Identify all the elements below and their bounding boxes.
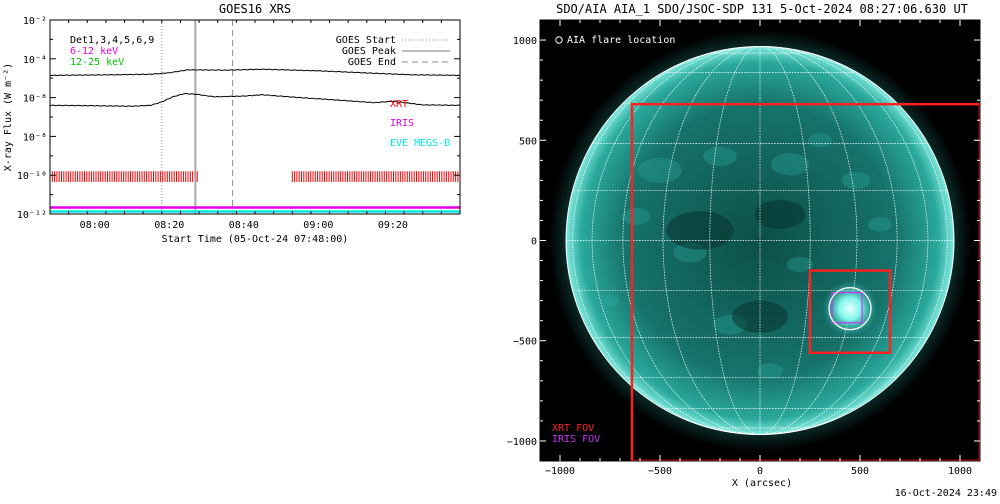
- goes-time-markers: [161, 20, 234, 214]
- aia-ytick-label: −500: [513, 337, 537, 348]
- goes-ytick-label: 10⁻²: [23, 16, 47, 27]
- instrument-label-xrt: XRT: [390, 99, 408, 110]
- goes-ylabel: X-ray Flux (W m⁻²): [3, 63, 14, 171]
- aia-xtick-label: 0: [757, 466, 763, 477]
- footer-timestamp: 16-Oct-2024 23:49: [895, 488, 997, 499]
- goes-series-line: [50, 92, 460, 108]
- goes-ytick-label: 10⁻⁴: [23, 55, 47, 66]
- goes-xtick-label: 08:00: [80, 220, 110, 231]
- aia-xtick-label: −1000: [545, 466, 575, 477]
- goes-series: [50, 68, 460, 108]
- aia-ytick-label: 0: [531, 237, 537, 248]
- solar-active-regions: [600, 133, 892, 379]
- active-region: [756, 363, 784, 379]
- heliographic-grid: [565, 46, 955, 435]
- active-region: [600, 295, 620, 307]
- active-region: [868, 217, 892, 232]
- aia-ytick-label: −1000: [507, 437, 537, 448]
- legend-goes-start: GOES Start: [336, 35, 396, 46]
- energy-label-2: 6-12 keV: [70, 46, 118, 57]
- aia-ytick-label: 500: [519, 136, 537, 147]
- aia-y-axis: 1000 500 0 −500 −1000: [507, 36, 980, 448]
- goes-xtick-label: 08:40: [229, 220, 259, 231]
- aia-xlabel: X (arcsec): [732, 478, 792, 489]
- legend-goes-end: GOES End: [348, 57, 396, 68]
- longitude-line: [591, 46, 761, 435]
- goes-xtick-label: 09:20: [378, 220, 408, 231]
- goes-y-axis: 10⁻¹² 10⁻¹⁰ 10⁻⁸ 10⁻⁶ 10⁻⁴ 10⁻²: [17, 16, 460, 221]
- instrument-label-iris: IRIS: [390, 118, 414, 129]
- xrt-coverage-bars: [49, 171, 459, 182]
- aia-legend-symbol: [555, 36, 563, 44]
- active-region: [770, 153, 810, 176]
- aia-image-panel: SDO/AIA AIA_1 SDO/JSOC-SDP 131 5-Oct-202…: [507, 2, 981, 489]
- longitude-line: [572, 46, 761, 435]
- goes-x-axis: 08:00 08:20 08:40 09:00 09:20: [49, 20, 461, 231]
- fov-label-xrt: XRT FOV: [552, 423, 594, 434]
- goes-series-line: [50, 68, 460, 77]
- goes-ytick-label: 10⁻¹²: [17, 210, 47, 221]
- legend-goes-peak: GOES Peak: [342, 46, 396, 57]
- aia-xtick-label: −500: [648, 466, 672, 477]
- aia-xtick-label: 500: [851, 466, 869, 477]
- goes-xlabel: Start Time (05-Oct-24 07:48:00): [162, 234, 349, 245]
- goes-xrs-panel: GOES16 XRS 10⁻¹² 10⁻¹⁰ 10⁻⁸ 10⁻⁶ 10⁻⁴ 10⁻² 08…: [3, 2, 461, 245]
- aia-ytick-label: 1000: [513, 36, 537, 47]
- longitude-line: [759, 46, 811, 435]
- flare-brightening: [822, 280, 878, 337]
- solar-limb: [565, 46, 955, 435]
- goes-ytick-label: 10⁻¹⁰: [17, 171, 47, 182]
- longitude-line: [759, 46, 898, 435]
- longitude-line: [622, 46, 761, 435]
- goes-ytick-label: 10⁻⁸: [23, 132, 47, 143]
- active-region: [621, 208, 651, 225]
- active-region: [786, 256, 814, 273]
- goes-title: GOES16 XRS: [219, 2, 291, 16]
- longitude-line: [709, 46, 761, 435]
- longitude-line: [759, 46, 929, 435]
- aia-x-axis: −1000 −500 0 500 1000: [545, 20, 972, 477]
- goes-xtick-label: 08:20: [154, 220, 184, 231]
- fov-label-iris: IRIS FOV: [552, 434, 600, 445]
- active-region: [703, 146, 737, 167]
- goes-ytick-label: 10⁻⁶: [23, 94, 47, 105]
- energy-label-3: 12-25 keV: [70, 57, 124, 68]
- flare-location-marker: [828, 287, 872, 331]
- active-region: [808, 133, 832, 148]
- active-region: [841, 171, 871, 189]
- instrument-label-eve: EVE MEGS-B: [390, 138, 450, 149]
- goes-xtick-label: 09:00: [303, 220, 333, 231]
- energy-label-1: Det1,3,4,5,6,9: [70, 35, 154, 46]
- iris-fov: [831, 292, 863, 324]
- longitude-line: [759, 46, 948, 435]
- longitude-line: [759, 46, 858, 435]
- aia-legend-label: AIA flare location: [567, 35, 675, 46]
- aia-title: SDO/AIA AIA_1 SDO/JSOC-SDP 131 5-Oct-202…: [556, 2, 968, 16]
- xrt-fov-small: [808, 269, 892, 355]
- aia-xtick-label: 1000: [948, 466, 972, 477]
- longitude-line: [662, 46, 761, 435]
- dark-region: [754, 200, 806, 229]
- active-region: [638, 157, 682, 183]
- dark-region: [666, 211, 734, 250]
